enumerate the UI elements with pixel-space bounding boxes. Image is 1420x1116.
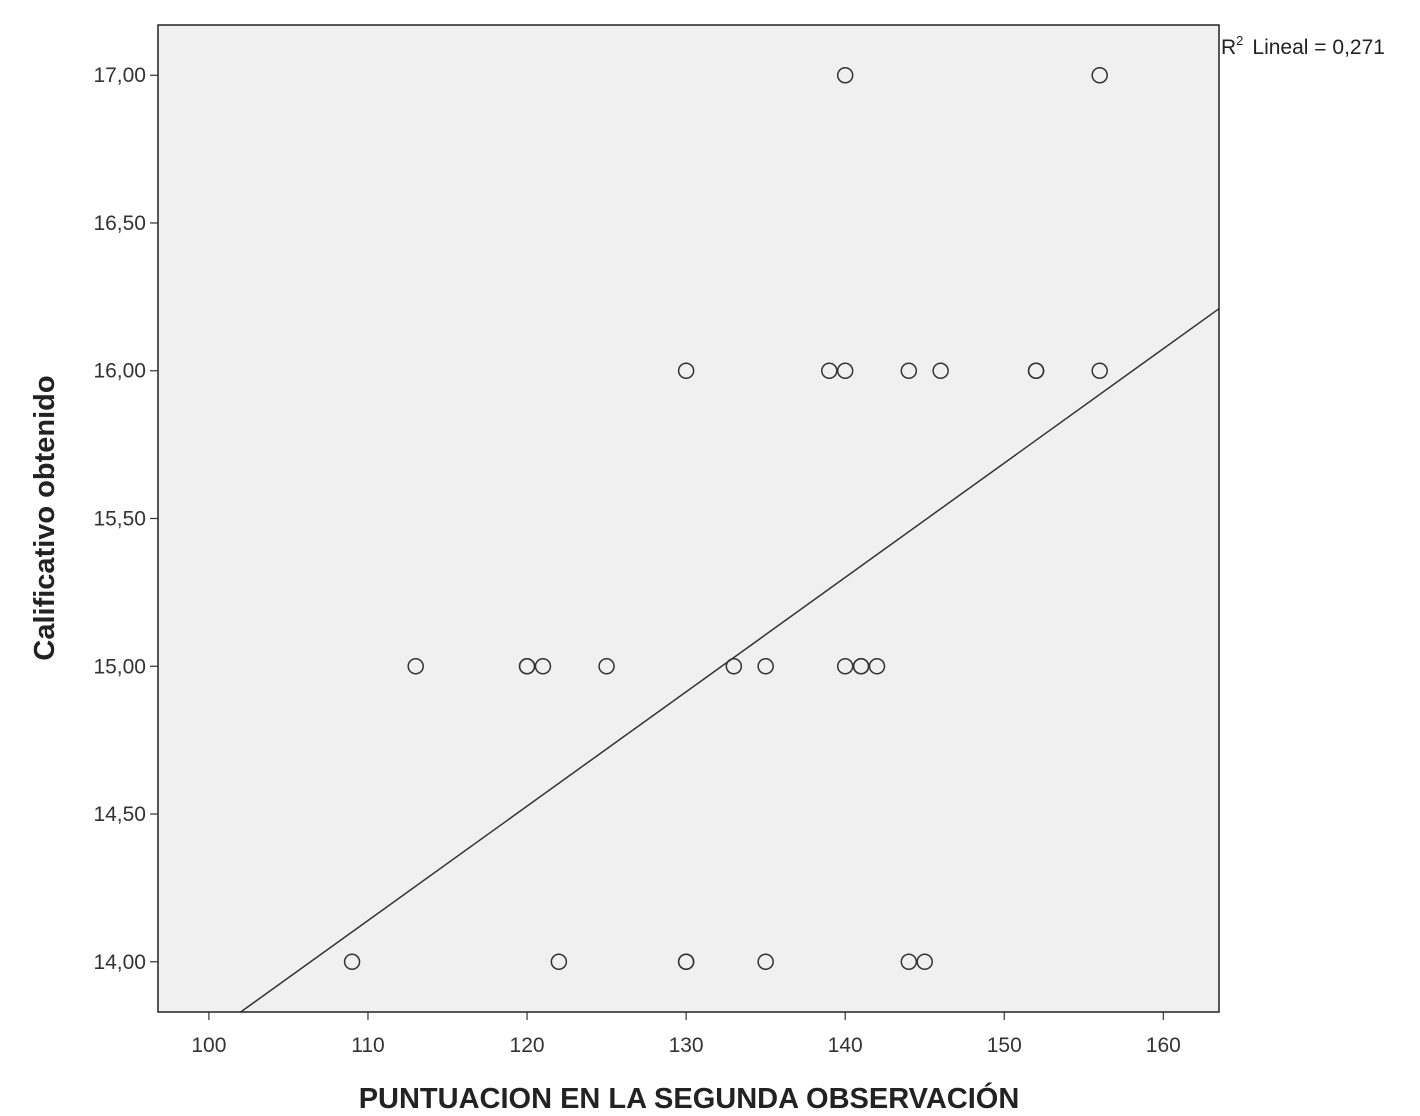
data-point [725, 658, 743, 675]
data-point [757, 658, 774, 675]
data-point [1091, 66, 1108, 84]
r2-value: Lineal = 0,271 [1252, 36, 1385, 59]
r2-superscript: 2 [1236, 33, 1243, 48]
x-axis: 100 110 120 130 140 150 160 [191, 1012, 1181, 1057]
data-point [534, 658, 552, 675]
data-point [852, 658, 870, 675]
x-tick-label: 150 [987, 1034, 1022, 1057]
data-point [868, 658, 886, 675]
data-point [677, 362, 695, 379]
y-axis: 14,00 14,50 15,00 15,50 16,00 16,50 17,00 [93, 64, 158, 974]
x-tick-label: 110 [351, 1034, 384, 1057]
y-tick-label: 15,00 [93, 655, 146, 678]
x-tick-label: 140 [828, 1034, 863, 1057]
data-point [821, 362, 838, 379]
data-point [836, 362, 854, 379]
y-tick-label: 17,00 [93, 64, 146, 87]
data-point [518, 658, 536, 675]
plot-frame [157, 24, 1220, 1013]
data-point [900, 953, 918, 971]
data-point [1091, 362, 1108, 379]
data-points [343, 66, 1108, 971]
x-axis-title: PUNTUACION EN LA SEGUNDA OBSERVACIÓN [359, 1081, 1020, 1115]
data-point [677, 953, 695, 971]
y-axis-title: Calificativo obtenido [29, 375, 61, 660]
y-tick-label: 14,50 [93, 803, 146, 826]
data-point [1027, 362, 1045, 379]
data-point [598, 658, 615, 675]
r2-annotation: R2 Lineal = 0,271 [1221, 33, 1385, 59]
y-tick-label: 16,50 [93, 212, 146, 235]
data-point [932, 362, 949, 379]
y-tick-label: 16,00 [93, 360, 146, 383]
x-tick-label: 160 [1146, 1034, 1181, 1057]
data-point [900, 362, 918, 379]
x-tick-label: 100 [191, 1034, 226, 1057]
plot-area [158, 25, 1219, 1012]
r2-symbol: R [1221, 36, 1236, 59]
data-point [343, 953, 361, 971]
data-point [407, 658, 424, 675]
x-tick-label: 120 [510, 1034, 545, 1057]
y-tick-label: 15,50 [93, 508, 146, 531]
data-point [836, 658, 854, 675]
data-point [916, 953, 933, 971]
data-point [550, 953, 568, 971]
x-tick-label: 130 [669, 1034, 704, 1057]
data-point [757, 953, 774, 971]
y-tick-label: 14,00 [93, 951, 146, 974]
data-point [836, 66, 854, 84]
